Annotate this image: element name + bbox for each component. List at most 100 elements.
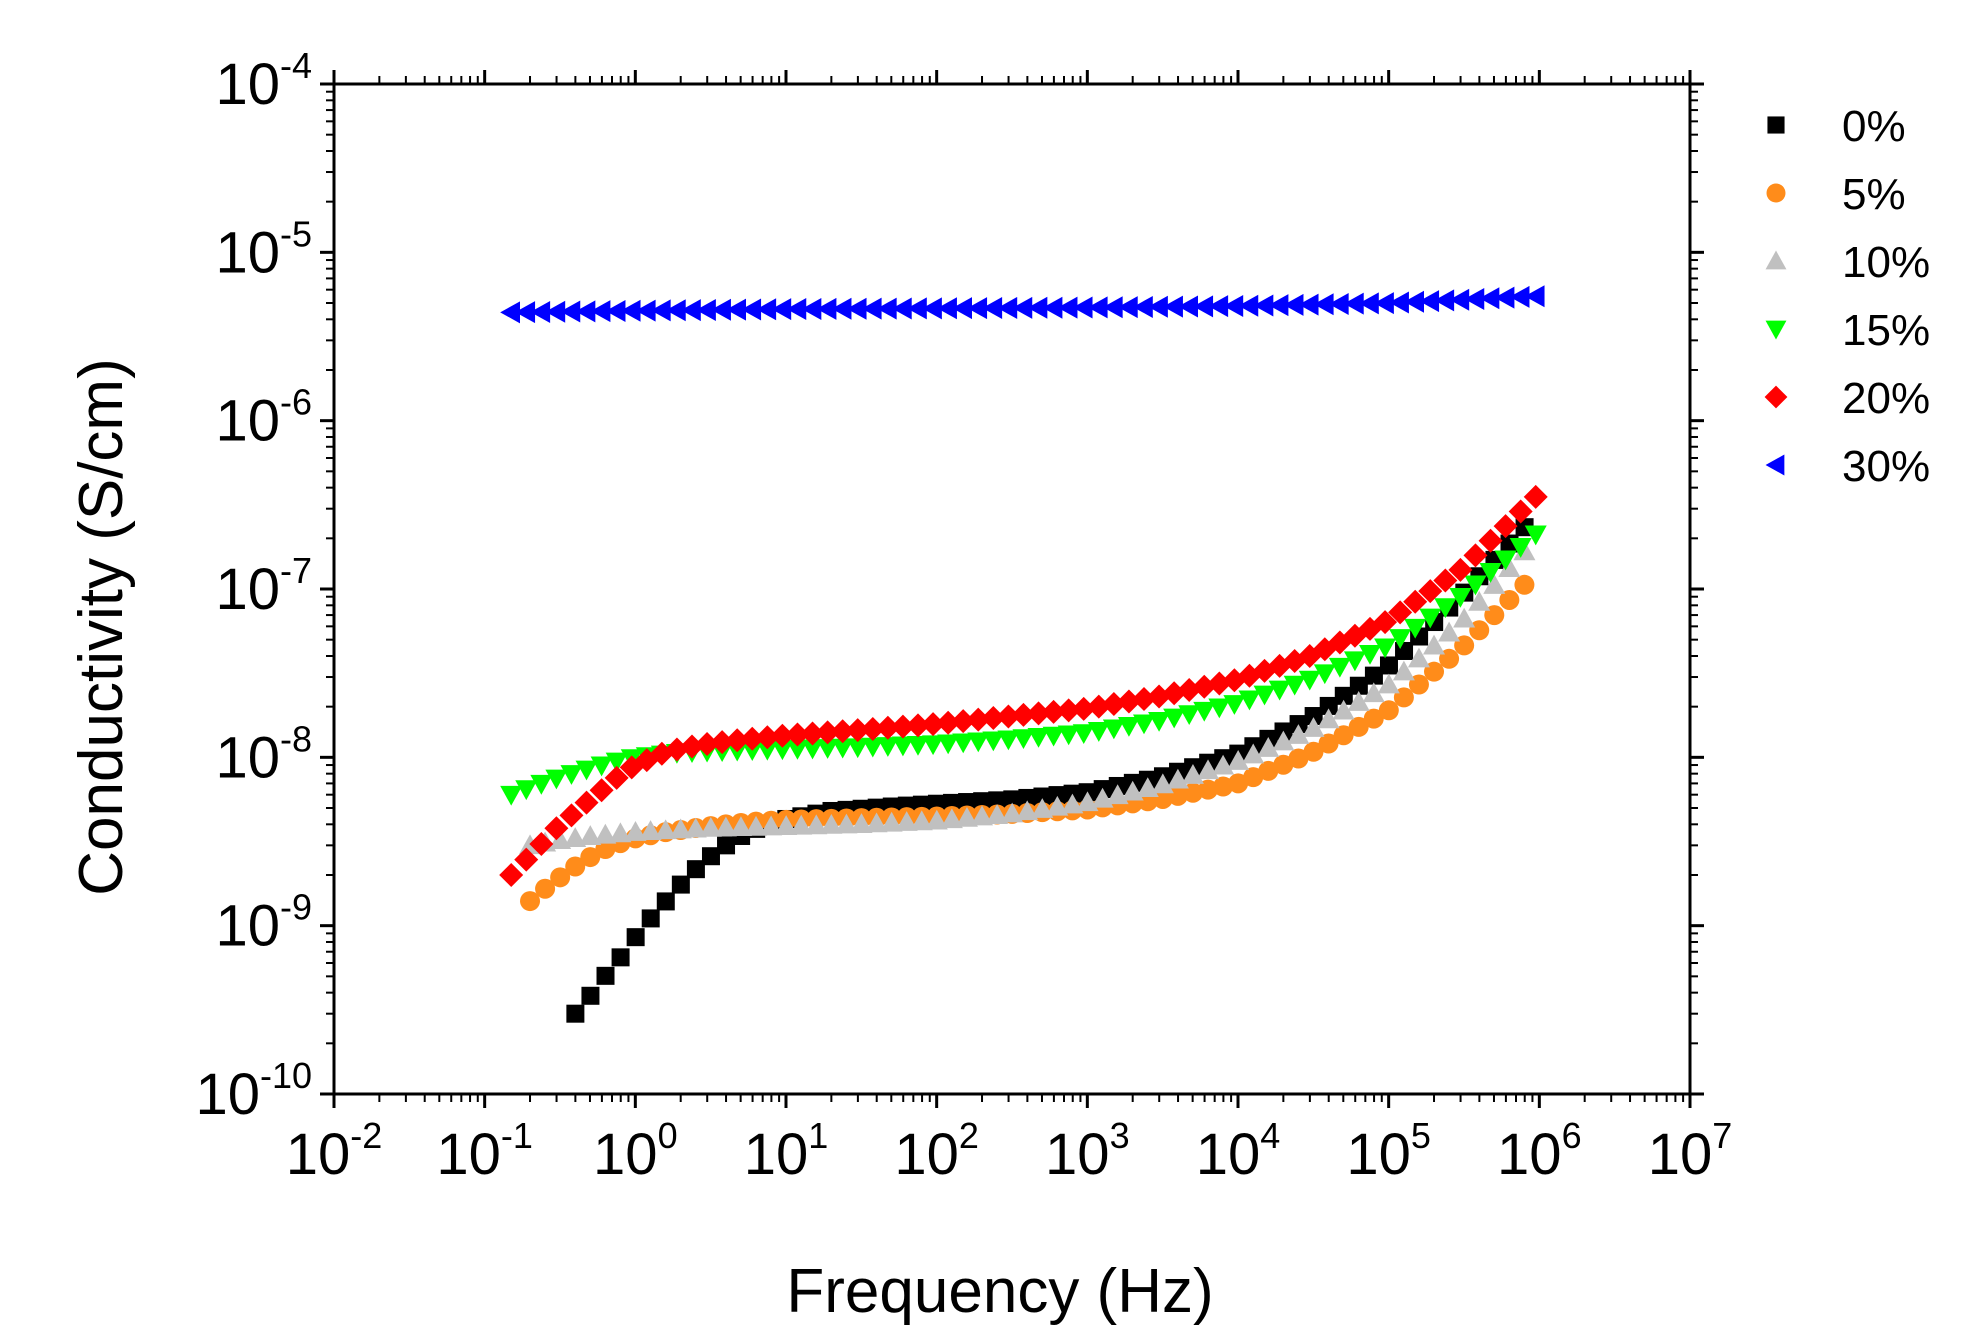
data-point <box>982 731 1005 752</box>
data-point <box>861 297 882 320</box>
data-point <box>846 297 867 320</box>
data-point <box>800 721 825 746</box>
data-point <box>611 948 630 967</box>
data-point <box>1223 695 1246 715</box>
data-point <box>1498 557 1521 578</box>
data-point <box>635 299 656 322</box>
data-point <box>1419 608 1442 629</box>
data-point <box>801 739 824 760</box>
data-point <box>1404 290 1424 313</box>
x-axis-title: Frequency (Hz) <box>786 1257 1213 1326</box>
data-point <box>1389 629 1412 649</box>
data-point <box>755 725 780 750</box>
x-tick-label: 101 <box>744 1115 829 1187</box>
data-point <box>1268 680 1291 701</box>
legend-label: 10% <box>1842 238 1930 287</box>
data-point <box>1178 295 1198 318</box>
data-point <box>1464 287 1485 310</box>
data-point <box>1448 557 1473 582</box>
data-point <box>922 735 945 756</box>
data-point <box>596 966 615 985</box>
data-point <box>1514 574 1535 595</box>
data-point <box>1317 708 1340 729</box>
data-point <box>1057 296 1078 319</box>
data-point <box>816 297 837 320</box>
data-point <box>1377 673 1400 694</box>
y-tick-label: 10-6 <box>215 382 312 454</box>
data-point <box>973 792 992 811</box>
data-point <box>1117 716 1140 737</box>
data-point <box>1102 296 1123 319</box>
data-point <box>1102 719 1125 740</box>
data-point <box>1332 699 1355 720</box>
data-point <box>850 813 873 833</box>
data-point <box>711 298 731 321</box>
data-point <box>1348 716 1369 737</box>
data-point <box>1343 292 1364 315</box>
data-point <box>695 732 720 757</box>
data-point <box>1056 698 1081 723</box>
legend-label: 0% <box>1842 102 1906 151</box>
data-point <box>1228 773 1249 794</box>
data-point <box>1253 294 1274 317</box>
data-point <box>624 821 647 841</box>
data-point <box>1389 291 1409 314</box>
data-point <box>1288 748 1309 769</box>
data-point <box>581 986 600 1005</box>
data-point <box>831 738 854 759</box>
data-point <box>1258 760 1279 781</box>
data-point <box>846 738 869 759</box>
y-tick-label: 10-8 <box>215 718 312 790</box>
data-point <box>626 928 645 947</box>
data-point <box>604 765 629 790</box>
data-point <box>1193 295 1214 318</box>
data-point <box>1289 715 1308 734</box>
legend-label: 15% <box>1842 306 1930 355</box>
data-point <box>515 780 538 801</box>
x-tick-label: 103 <box>1045 1115 1130 1187</box>
x-tick-label: 106 <box>1497 1115 1582 1187</box>
data-point <box>1031 798 1054 818</box>
data-point <box>590 756 613 777</box>
y-tick-label: 10-4 <box>215 45 312 117</box>
data-point <box>1003 790 1022 809</box>
data-point <box>988 791 1007 810</box>
data-point <box>1042 726 1065 747</box>
data-point <box>656 892 675 911</box>
data-point <box>1268 294 1289 317</box>
data-point <box>1313 293 1334 316</box>
data-point <box>530 300 551 323</box>
data-point <box>1163 295 1183 318</box>
data-point <box>1303 741 1324 762</box>
data-point <box>1027 296 1048 319</box>
data-point <box>790 814 813 835</box>
data-point <box>1016 800 1039 821</box>
data-point <box>500 785 523 806</box>
data-point <box>771 298 792 321</box>
data-point <box>1479 563 1502 583</box>
data-point <box>1313 664 1336 685</box>
data-point <box>1478 528 1503 553</box>
data-point <box>665 299 686 322</box>
data-point <box>1243 767 1264 788</box>
series-4 <box>499 484 1548 887</box>
data-point <box>1298 670 1321 691</box>
data-point <box>997 296 1018 319</box>
data-point <box>1072 724 1095 745</box>
data-point <box>1227 750 1250 770</box>
data-point <box>590 300 611 323</box>
data-point <box>820 814 843 834</box>
data-point <box>729 816 752 837</box>
data-point <box>815 720 840 745</box>
data-point <box>565 856 586 877</box>
data-point <box>684 817 707 838</box>
y-axis-title: Conductivity (S/cm) <box>67 358 136 895</box>
data-point <box>1302 717 1325 737</box>
data-point <box>1242 743 1265 764</box>
data-point <box>905 713 930 738</box>
data-point <box>1469 620 1490 641</box>
data-point <box>1072 296 1093 319</box>
data-point <box>1378 700 1399 721</box>
data-point <box>1132 295 1153 318</box>
